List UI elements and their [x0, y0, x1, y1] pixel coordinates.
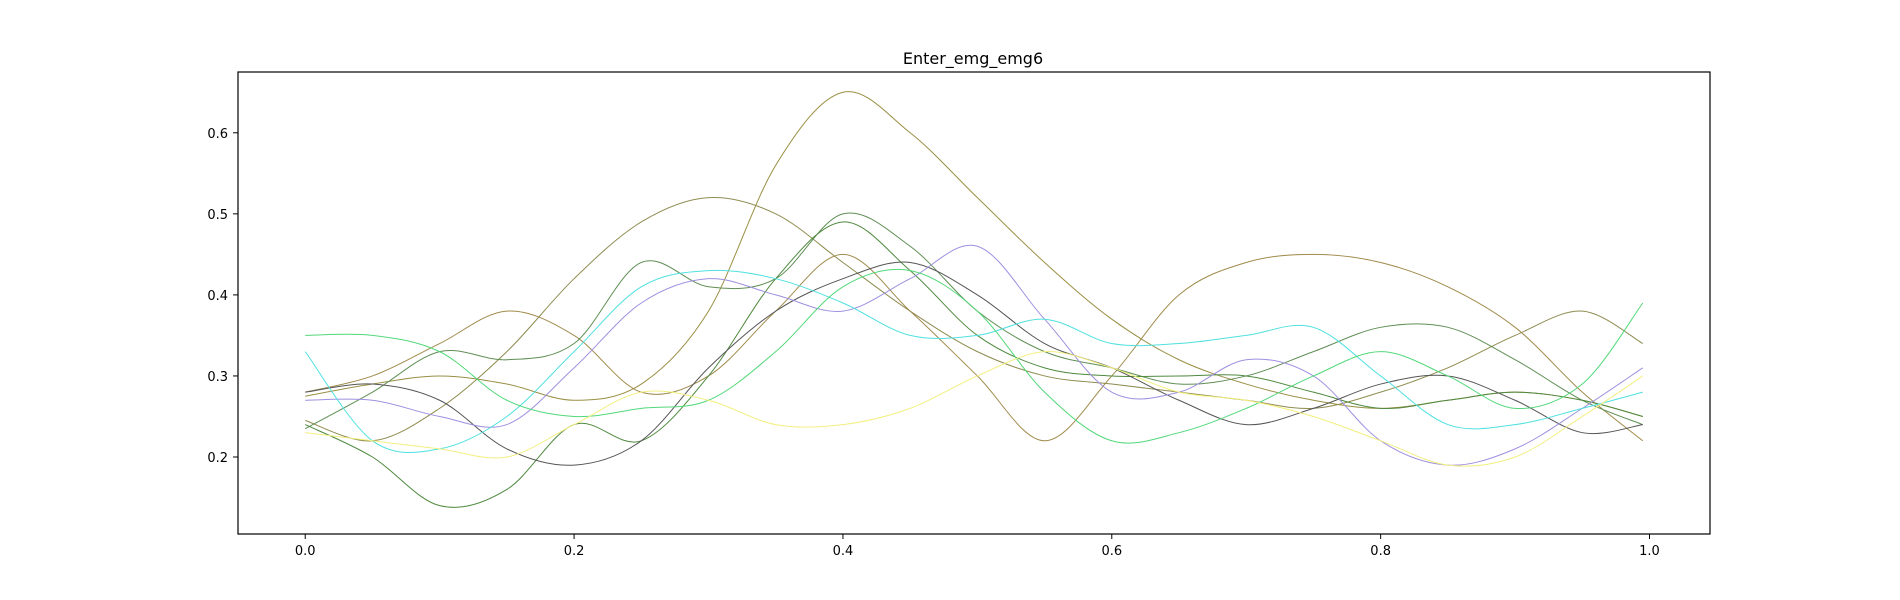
y-tick-label: 0.5: [207, 208, 228, 223]
series-line-10: [305, 351, 1644, 467]
y-tick-label: 0.4: [207, 289, 228, 304]
series-line-2: [305, 91, 1643, 417]
series-line-1: [305, 196, 1644, 442]
y-tick-label: 0.2: [207, 451, 228, 466]
x-tick-label: 0.0: [295, 544, 316, 559]
x-tick-label: 0.2: [564, 544, 585, 559]
series-line-9: [305, 268, 1644, 444]
x-tick-label: 0.4: [833, 544, 854, 559]
x-tick-label: 0.8: [1370, 544, 1391, 559]
x-tick-label: 0.6: [1101, 544, 1122, 559]
series-line-5: [304, 221, 1643, 508]
series-line-8: [304, 269, 1643, 454]
chart-title: Enter_emg_emg6: [903, 49, 1043, 69]
series-line-3: [305, 253, 1644, 442]
series-line-7: [305, 244, 1644, 466]
series-layer: [304, 91, 1644, 508]
x-tick-label: 1.0: [1639, 544, 1660, 559]
x-axis: 0.0 0.2 0.4 0.6 0.8 1.0: [295, 534, 1660, 559]
series-line-6: [305, 261, 1643, 466]
series-line-4: [304, 212, 1643, 430]
y-tick-label: 0.3: [207, 370, 228, 385]
y-axis: 0.2 0.3 0.4 0.5 0.6: [207, 127, 238, 466]
plot-frame: [237, 71, 1711, 535]
y-tick-label: 0.6: [207, 127, 228, 142]
